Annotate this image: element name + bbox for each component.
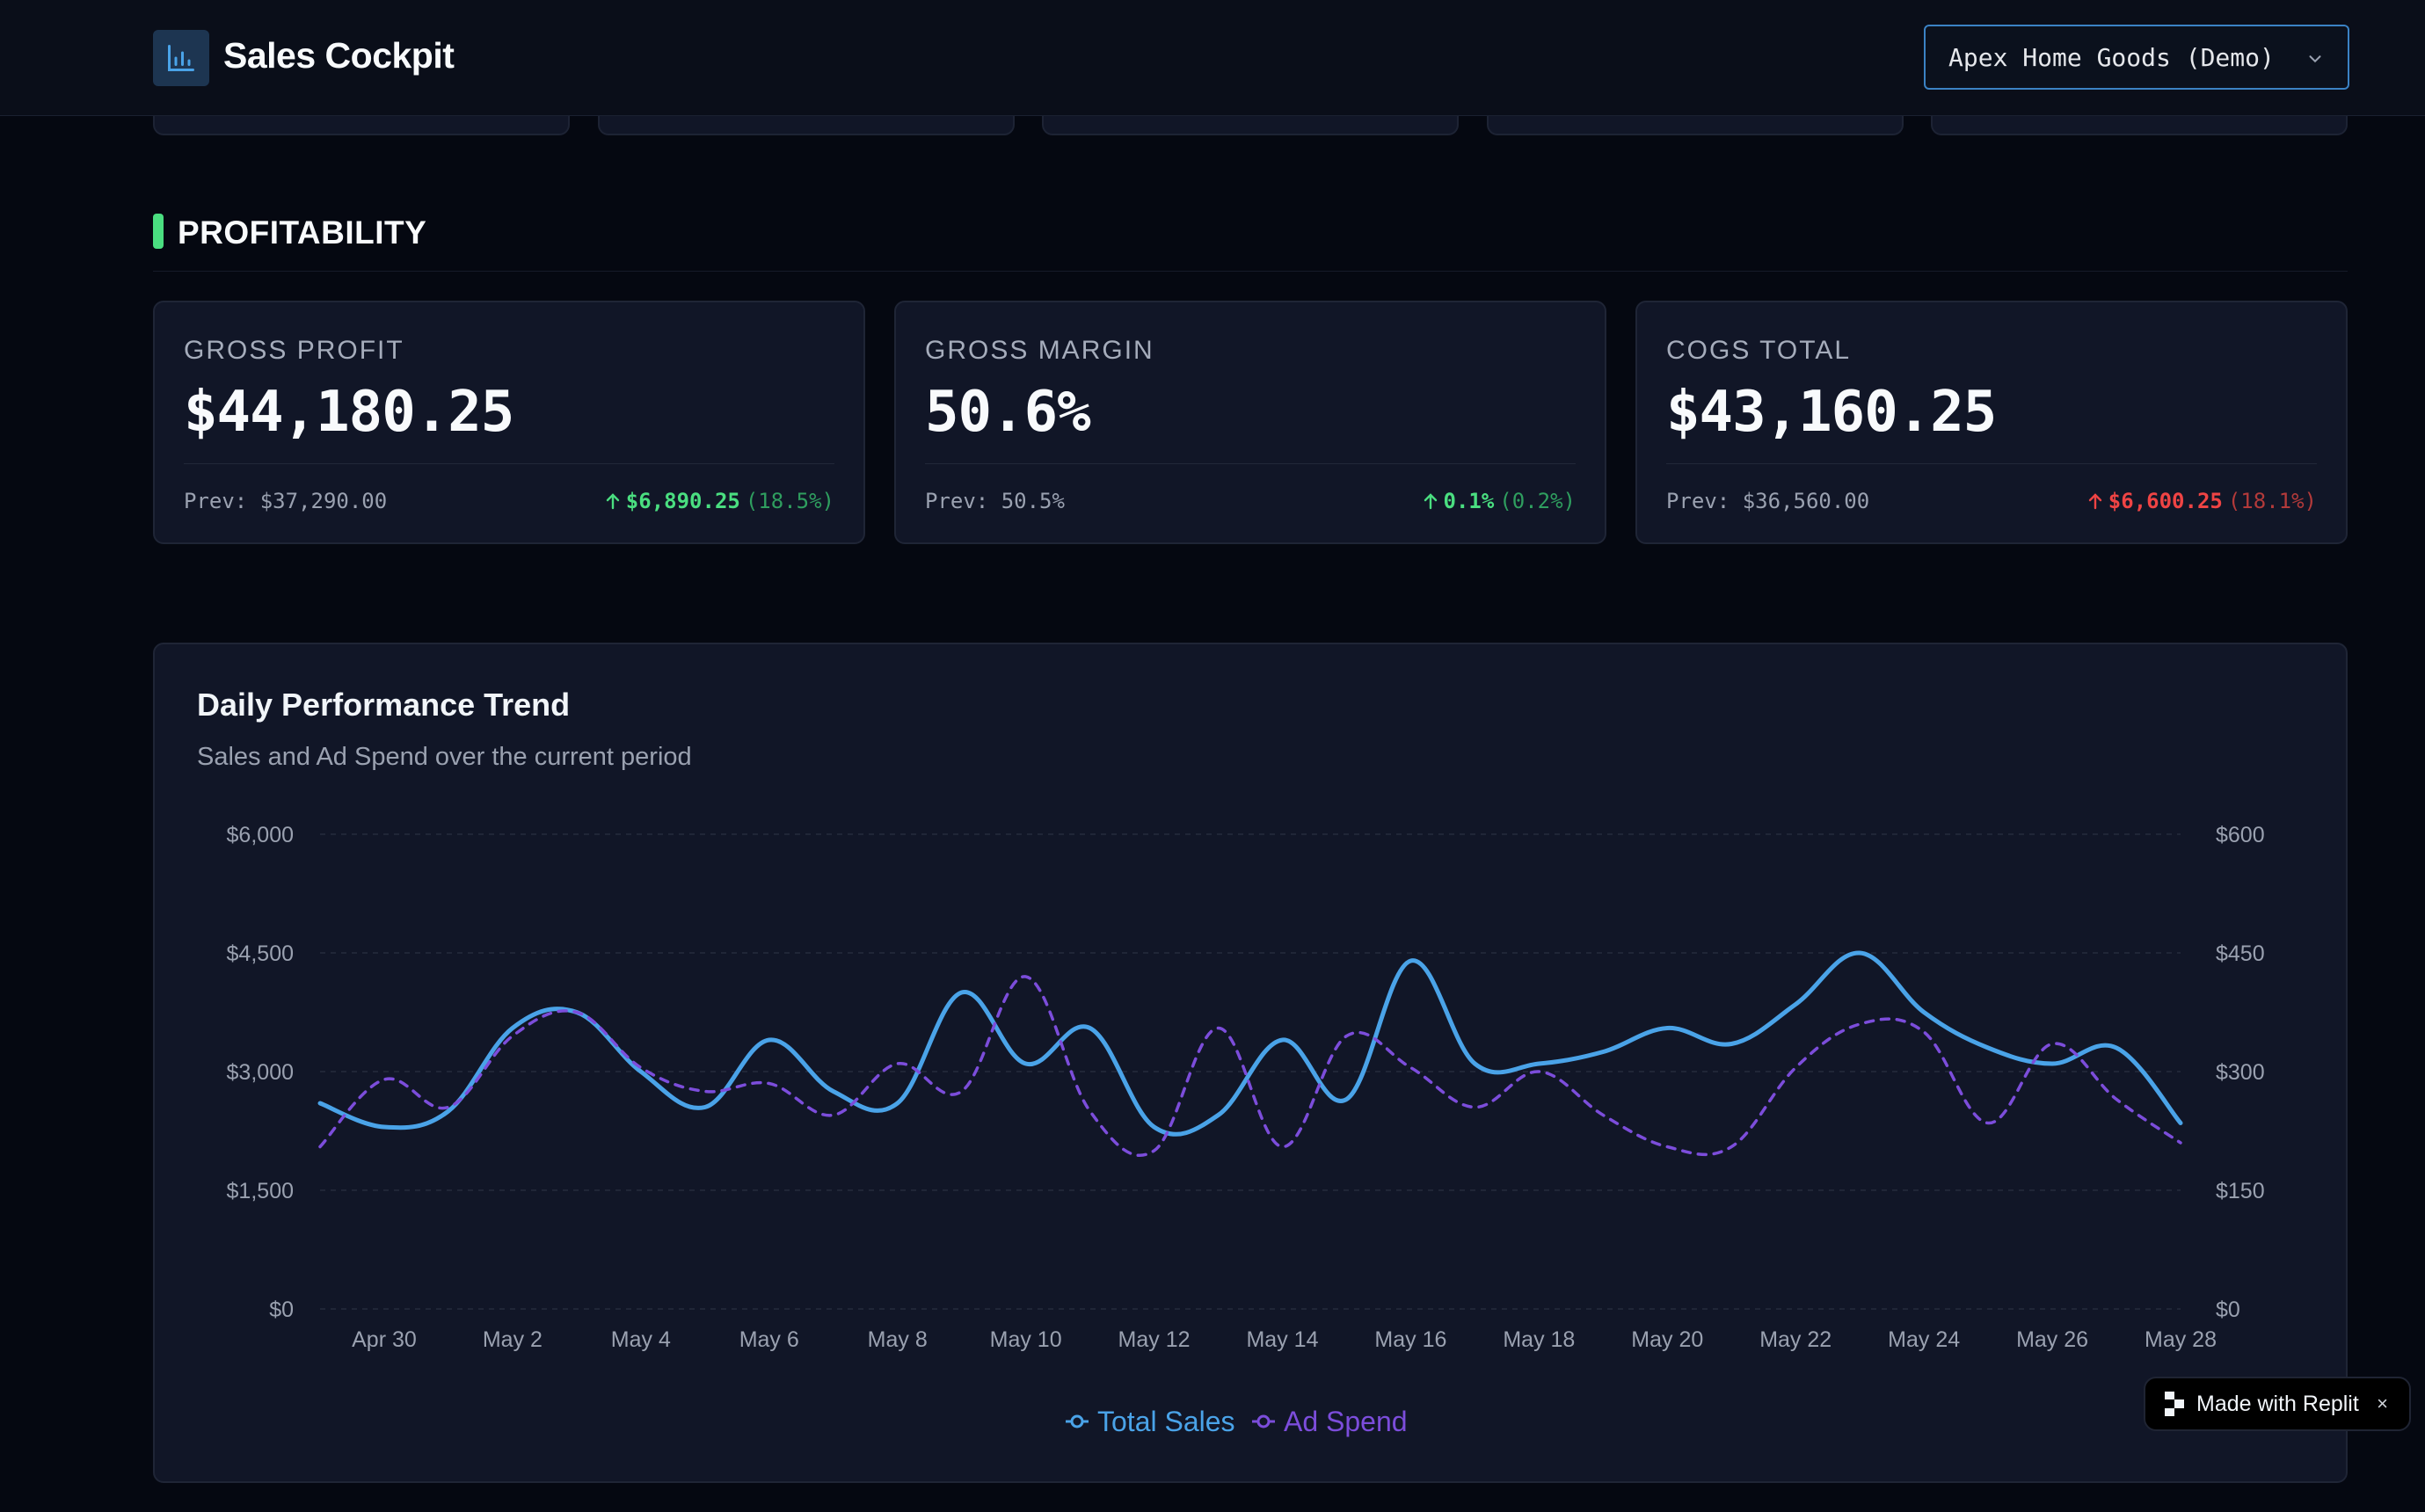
- kpi-divider: [925, 463, 1576, 464]
- kpi-divider: [184, 463, 834, 464]
- kpi-change-percent: (18.1%): [2227, 489, 2317, 513]
- kpi-value: 50.6%: [925, 380, 1091, 445]
- daily-performance-chart-card: Daily Performance Trend Sales and Ad Spe…: [153, 643, 2348, 1483]
- arrow-up-icon: [1424, 493, 1437, 510]
- badge-label: Made with Replit: [2196, 1391, 2359, 1416]
- x-axis-tick-label: May 22: [1759, 1327, 1831, 1352]
- arrow-up-icon: [2088, 493, 2101, 510]
- y-axis-left-tick-label: $1,500: [227, 1179, 294, 1203]
- y-axis-right-tick-label: $450: [2216, 941, 2265, 966]
- kpi-label: COGS TOTAL: [1666, 336, 1852, 365]
- y-axis-right-tick-label: $150: [2216, 1179, 2265, 1203]
- kpi-value: $43,160.25: [1666, 380, 1997, 445]
- x-axis-tick-label: May 26: [2016, 1327, 2088, 1352]
- store-selector-value: Apex Home Goods (Demo): [1948, 42, 2275, 72]
- bar-chart-icon: [153, 30, 209, 86]
- kpi-card-cogs-total: COGS TOTAL $43,160.25 Prev: $36,560.00 $…: [1635, 301, 2348, 544]
- legend-swatch-marker: [1256, 1414, 1271, 1428]
- y-axis-right-tick-label: $300: [2216, 1060, 2265, 1085]
- kpi-previous: Prev: $37,290.00: [184, 489, 388, 513]
- y-axis-right-tick-label: $0: [2216, 1298, 2240, 1322]
- kpi-change-amount: $6,890.25: [625, 489, 740, 513]
- x-axis-tick-label: May 14: [1246, 1327, 1318, 1352]
- x-axis-tick-label: May 28: [2145, 1327, 2217, 1352]
- app-header: Sales Cockpit Apex Home Goods (Demo): [0, 0, 2425, 116]
- x-axis-tick-label: May 18: [1503, 1327, 1575, 1352]
- kpi-change: 0.1% (0.2%): [1423, 489, 1576, 513]
- legend-label: Total Sales: [1097, 1406, 1235, 1437]
- x-axis-tick-label: May 20: [1631, 1327, 1703, 1352]
- kpi-label: GROSS MARGIN: [925, 336, 1154, 365]
- kpi-divider: [1666, 463, 2317, 464]
- made-with-replit-badge[interactable]: Made with Replit ×: [2144, 1377, 2411, 1431]
- kpi-label: GROSS PROFIT: [184, 336, 404, 365]
- line-chart: $0 $0 $1,500 $150 $3,000 $300 $4,500 $450 $6,000…: [227, 823, 2265, 1437]
- kpi-card-gross-profit: GROSS PROFIT $44,180.25 Prev: $37,290.00…: [153, 301, 865, 544]
- y-axis-left-tick-label: $0: [269, 1298, 294, 1322]
- legend-label: Ad Spend: [1284, 1406, 1408, 1437]
- kpi-value: $44,180.25: [184, 380, 514, 445]
- x-axis-tick-label: May 12: [1118, 1327, 1191, 1352]
- kpi-card-gross-margin: GROSS MARGIN 50.6% Prev: 50.5% 0.1% (0.2…: [894, 301, 1606, 544]
- x-axis-tick-label: May 24: [1888, 1327, 1960, 1352]
- y-axis-left-tick-label: $4,500: [227, 941, 294, 966]
- chart-subtitle: Sales and Ad Spend over the current peri…: [197, 743, 692, 771]
- series-line-total-sales: [317, 950, 2183, 1137]
- x-axis-tick-label: May 4: [611, 1327, 671, 1352]
- section-title: PROFITABILITY: [178, 214, 427, 251]
- replit-logo-icon: [2165, 1392, 2184, 1416]
- kpi-previous: Prev: $36,560.00: [1666, 489, 1870, 513]
- app-title: Sales Cockpit: [223, 35, 455, 76]
- x-axis-tick-label: Apr 30: [352, 1327, 417, 1352]
- kpi-change: $6,600.25 (18.1%): [2087, 489, 2317, 513]
- chevron-down-icon: [2305, 46, 2325, 75]
- chart-title: Daily Performance Trend: [197, 687, 571, 723]
- legend-swatch-marker: [1070, 1414, 1084, 1428]
- y-axis-right-tick-label: $600: [2216, 823, 2265, 847]
- x-axis-tick-label: May 16: [1374, 1327, 1446, 1352]
- y-axis-left-tick-label: $6,000: [227, 823, 294, 847]
- x-axis-tick-label: May 8: [868, 1327, 928, 1352]
- kpi-change-amount: 0.1%: [1443, 489, 1495, 513]
- arrow-up-icon: [606, 493, 619, 510]
- close-icon[interactable]: ×: [2377, 1392, 2388, 1414]
- x-axis-tick-label: May 10: [990, 1327, 1062, 1352]
- kpi-previous: Prev: 50.5%: [925, 489, 1065, 513]
- y-axis-left-tick-label: $3,000: [227, 1060, 294, 1085]
- x-axis-tick-label: May 2: [483, 1327, 543, 1352]
- series-line-ad-spend: [318, 975, 2182, 1157]
- kpi-change-percent: (0.2%): [1499, 489, 1576, 513]
- section-divider: [153, 271, 2348, 272]
- kpi-change-percent: (18.5%): [745, 489, 834, 513]
- store-selector[interactable]: Apex Home Goods (Demo): [1924, 25, 2349, 90]
- x-axis-tick-label: May 6: [739, 1327, 799, 1352]
- kpi-change-amount: $6,600.25: [2108, 489, 2223, 513]
- section-accent-bar: [153, 214, 164, 249]
- kpi-change: $6,890.25 (18.5%): [605, 489, 834, 513]
